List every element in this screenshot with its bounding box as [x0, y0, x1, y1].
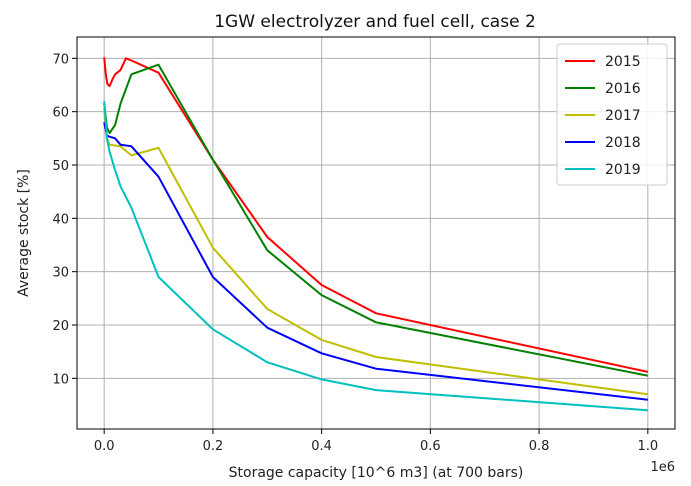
y-tick-label: 20	[52, 319, 69, 334]
legend-label-2016: 2016	[605, 81, 641, 97]
plot-frame	[76, 36, 676, 430]
series-lines	[103, 57, 649, 412]
legend-label-2019: 2019	[605, 162, 641, 178]
y-tick-label: 50	[52, 159, 69, 174]
legend-label-2015: 2015	[605, 54, 641, 70]
x-tick-label: 0.0	[94, 439, 115, 454]
legend: 2015 2016 2017 2018 2019	[556, 43, 668, 186]
x-tick-label: 1.0	[637, 439, 658, 454]
y-tick-label: 60	[52, 106, 69, 121]
series-line-2019	[103, 100, 648, 412]
x-axis-ticks: 0.0 0.2 0.4 0.6 0.8 1.0	[94, 429, 658, 454]
x-tick-label: 0.4	[311, 439, 332, 454]
series-line-2018	[103, 122, 648, 401]
chart-title: 1GW electrolyzer and fuel cell, case 2	[214, 12, 536, 32]
y-axis-label: Average stock [%]	[16, 169, 32, 297]
x-axis-offset-label: 1e6	[650, 460, 675, 475]
y-tick-label: 40	[52, 212, 69, 227]
x-tick-label: 0.6	[420, 439, 441, 454]
x-tick-label: 0.8	[529, 439, 550, 454]
series-line-2016	[103, 63, 648, 377]
x-axis-label: Storage capacity [10^6 m3] (at 700 bars)	[229, 465, 524, 481]
y-axis-ticks: 10 20 30 40 50 60 70	[52, 52, 77, 387]
y-tick-label: 10	[52, 372, 69, 387]
y-tick-label: 70	[52, 52, 69, 67]
legend-label-2017: 2017	[605, 108, 641, 124]
legend-label-2018: 2018	[605, 135, 641, 151]
series-line-2015	[103, 57, 649, 373]
y-tick-label: 30	[52, 266, 69, 281]
x-tick-label: 0.2	[203, 439, 224, 454]
legend-box	[556, 43, 668, 186]
